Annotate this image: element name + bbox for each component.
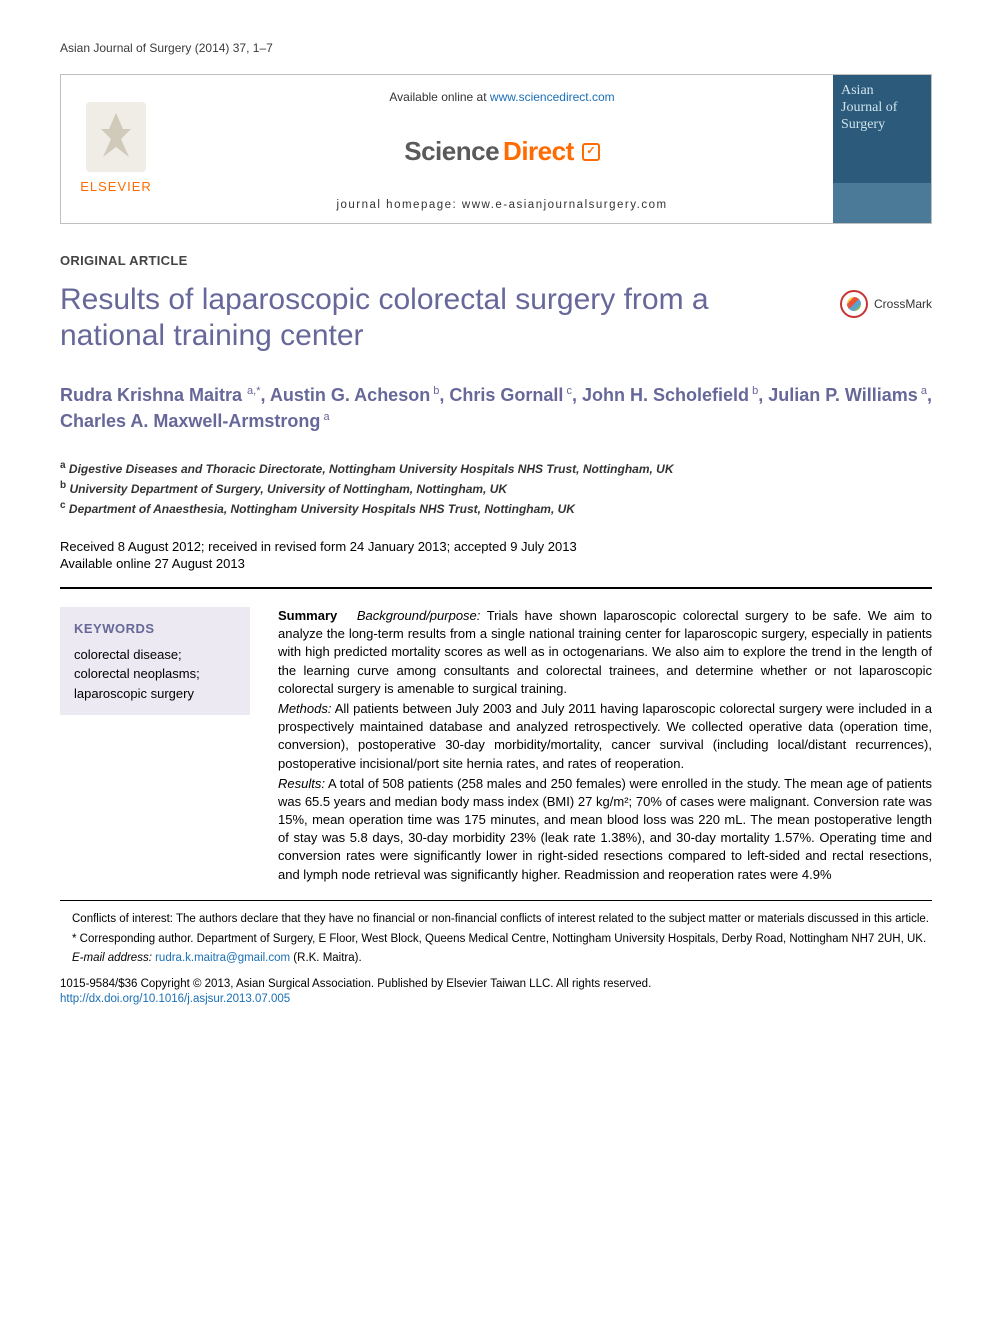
sd-icon: ✓ bbox=[582, 143, 600, 161]
article-title: Results of laparoscopic colorectal surge… bbox=[60, 282, 820, 354]
elsevier-logo: ELSEVIER bbox=[61, 75, 171, 223]
dates-line2: Available online 27 August 2013 bbox=[60, 555, 932, 573]
available-text: Available online at bbox=[389, 90, 490, 104]
elsevier-tree-icon bbox=[86, 102, 146, 172]
affiliation-b: b University Department of Surgery, Univ… bbox=[60, 478, 932, 498]
divider-thick bbox=[60, 587, 932, 589]
sciencedirect-link[interactable]: www.sciencedirect.com bbox=[490, 90, 615, 104]
email-link[interactable]: rudra.k.maitra@gmail.com bbox=[155, 952, 290, 964]
email-label: E-mail address: bbox=[72, 952, 155, 964]
article-dates: Received 8 August 2012; received in revi… bbox=[60, 538, 932, 573]
elsevier-label: ELSEVIER bbox=[80, 178, 152, 196]
sd-direct: Direct bbox=[503, 134, 574, 169]
cover-line1: Asian bbox=[841, 83, 923, 100]
footnotes: Conflicts of interest: The authors decla… bbox=[60, 911, 932, 967]
masthead: ELSEVIER Available online at www.science… bbox=[60, 74, 932, 224]
copyright-block: 1015-9584/$36 Copyright © 2013, Asian Su… bbox=[60, 977, 932, 1008]
conflicts-of-interest: Conflicts of interest: The authors decla… bbox=[60, 911, 932, 928]
keywords-box: KEYWORDS colorectal disease; colorectal … bbox=[60, 607, 250, 715]
affiliation-a: a Digestive Diseases and Thoracic Direct… bbox=[60, 458, 932, 478]
dates-line1: Received 8 August 2012; received in revi… bbox=[60, 538, 932, 556]
crossmark-icon bbox=[840, 290, 868, 318]
article-type: ORIGINAL ARTICLE bbox=[60, 252, 932, 270]
abstract-area: KEYWORDS colorectal disease; colorectal … bbox=[60, 607, 932, 886]
running-header: Asian Journal of Surgery (2014) 37, 1–7 bbox=[60, 40, 932, 56]
abstract-results: Results: A total of 508 patients (258 ma… bbox=[278, 775, 932, 884]
divider-thin bbox=[60, 900, 932, 901]
affiliation-c: c Department of Anaesthesia, Nottingham … bbox=[60, 498, 932, 518]
affiliations: a Digestive Diseases and Thoracic Direct… bbox=[60, 458, 932, 518]
abstract-methods: Methods: All patients between July 2003 … bbox=[278, 700, 932, 773]
corresponding-author: * Corresponding author. Department of Su… bbox=[60, 931, 932, 948]
journal-homepage: journal homepage: www.e-asianjournalsurg… bbox=[336, 198, 667, 214]
cover-line3: Surgery bbox=[841, 117, 923, 134]
sciencedirect-logo: ScienceDirect ✓ bbox=[404, 134, 600, 169]
masthead-center: Available online at www.sciencedirect.co… bbox=[171, 75, 833, 223]
cover-image-area bbox=[833, 183, 931, 223]
keywords-heading: KEYWORDS bbox=[74, 619, 236, 639]
doi-link[interactable]: http://dx.doi.org/10.1016/j.asjsur.2013.… bbox=[60, 993, 290, 1005]
abstract-text: Summary Background/purpose: Trials have … bbox=[278, 607, 932, 886]
keywords-items: colorectal disease; colorectal neoplasms… bbox=[74, 645, 236, 704]
available-online: Available online at www.sciencedirect.co… bbox=[389, 89, 614, 105]
authors: Rudra Krishna Maitra a,*, Austin G. Ache… bbox=[60, 382, 932, 434]
copyright-line: 1015-9584/$36 Copyright © 2013, Asian Su… bbox=[60, 977, 932, 993]
title-row: Results of laparoscopic colorectal surge… bbox=[60, 282, 932, 354]
email-suffix: (R.K. Maitra). bbox=[290, 952, 362, 964]
journal-cover: Asian Journal of Surgery bbox=[833, 75, 931, 223]
email-line: E-mail address: rudra.k.maitra@gmail.com… bbox=[60, 950, 932, 967]
crossmark-label: CrossMark bbox=[874, 296, 932, 312]
cover-line2: Journal of bbox=[841, 100, 923, 117]
abstract-background: Summary Background/purpose: Trials have … bbox=[278, 607, 932, 698]
sd-science: Science bbox=[404, 134, 499, 169]
crossmark-badge[interactable]: CrossMark bbox=[840, 282, 932, 318]
